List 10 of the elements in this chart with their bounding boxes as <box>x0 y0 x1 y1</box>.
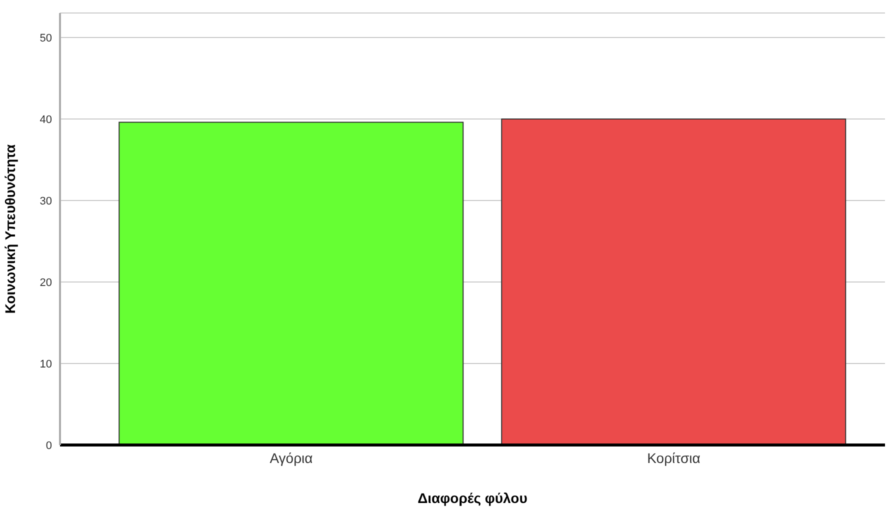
x-tick-label: Κορίτσια <box>647 450 700 466</box>
y-tick-label: 10 <box>40 358 52 370</box>
x-tick-label: Αγόρια <box>270 450 313 466</box>
y-axis-title: Κοινωνική Υπευθυνότητα <box>2 144 18 314</box>
y-tick-label: 0 <box>46 440 52 452</box>
x-axis-title: Διαφορές φύλου <box>418 490 528 506</box>
y-tick-label: 30 <box>40 195 52 208</box>
y-tick-label: 40 <box>40 114 52 126</box>
y-tick-label: 50 <box>40 32 52 44</box>
y-tick-label: 20 <box>40 276 52 289</box>
